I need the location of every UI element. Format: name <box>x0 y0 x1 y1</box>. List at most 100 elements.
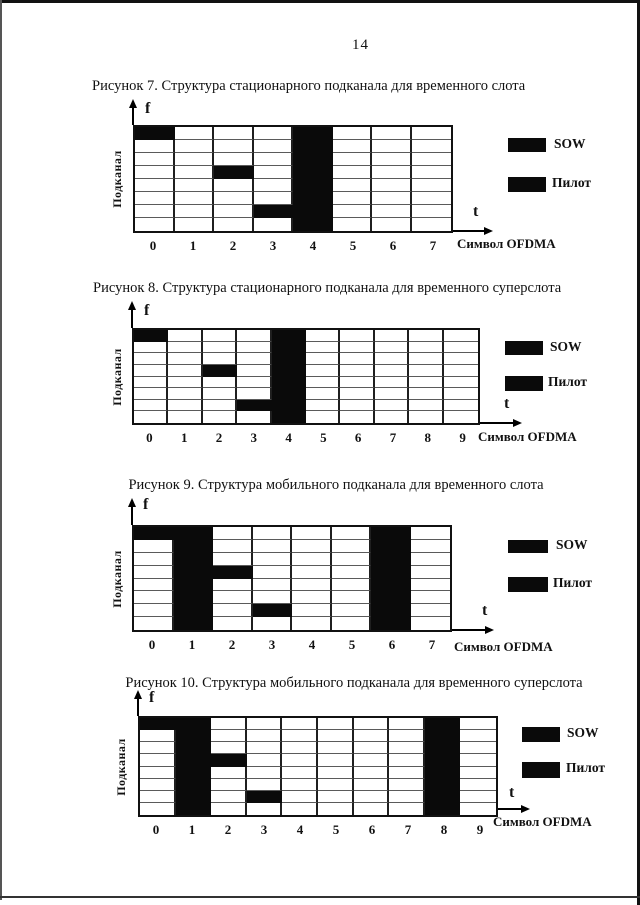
grid-cell <box>332 140 372 153</box>
grid-cell <box>293 140 333 153</box>
subchannel-grid <box>133 125 453 233</box>
x-axis-title: Символ OFDMA <box>454 639 553 654</box>
grid-cell <box>389 766 425 779</box>
grid-cell <box>252 565 292 579</box>
grid-cell <box>214 192 254 205</box>
grid-cell <box>340 376 375 389</box>
grid-cell <box>424 766 461 779</box>
grid-cell <box>389 778 425 791</box>
grid-cell <box>372 153 412 166</box>
grid-cell <box>331 527 371 540</box>
grid-cell <box>271 399 306 412</box>
grid-cell <box>411 192 451 205</box>
grid-cell <box>372 205 412 218</box>
grid-cell <box>175 790 212 803</box>
grid-cell <box>282 802 318 815</box>
grid-cell <box>389 742 425 755</box>
grid-cell <box>282 754 318 767</box>
t-axis-line <box>453 230 487 232</box>
t-axis-label: t <box>482 602 488 619</box>
grid-cell <box>237 341 272 354</box>
grid-cell <box>411 179 451 192</box>
grid-cell <box>374 341 410 354</box>
grid-cell <box>410 591 450 605</box>
grid-cell <box>293 166 333 179</box>
x-tick-label: 0 <box>148 637 156 652</box>
grid-cell <box>168 411 203 423</box>
grid-cell <box>292 604 332 618</box>
figure-caption: Рисунок 7. Структура стационарного подка… <box>92 78 526 94</box>
grid-cell <box>173 565 213 579</box>
grid-cell <box>411 127 451 140</box>
grid-cell <box>293 192 333 205</box>
grid-cell <box>173 578 213 592</box>
grid-cell <box>374 330 410 342</box>
grid-cell <box>292 565 332 579</box>
grid-cell <box>331 578 371 592</box>
f-axis-line <box>131 308 133 328</box>
grid-cell <box>135 153 175 166</box>
x-tick-label: 0 <box>152 822 160 837</box>
grid-cell <box>135 218 175 231</box>
grid-cell <box>282 742 318 755</box>
grid-cell <box>271 388 306 400</box>
x-tick-label: 1 <box>180 430 188 445</box>
t-axis-label: t <box>473 203 479 220</box>
x-tick-label: 6 <box>368 822 376 837</box>
grid-cell <box>246 778 283 791</box>
grid-cell <box>332 127 372 140</box>
grid-cell <box>292 617 332 630</box>
grid-cell <box>253 153 293 166</box>
grid-cell <box>134 617 174 630</box>
grid-cell <box>353 766 390 779</box>
x-tick-label: 3 <box>269 238 277 253</box>
x-tick-label: 5 <box>332 822 340 837</box>
grid-cell <box>409 399 444 412</box>
grid-cell <box>135 166 175 179</box>
grid-cell <box>271 330 306 342</box>
page-border-right <box>637 0 640 905</box>
legend-swatch-sow <box>522 727 560 742</box>
grid-cell <box>306 353 341 365</box>
page-border-top <box>0 0 640 3</box>
x-tick-label: 6 <box>354 430 362 445</box>
grid-cell <box>246 790 283 803</box>
t-axis-label: t <box>509 784 515 801</box>
grid-cell <box>202 353 238 365</box>
f-axis-label: f <box>149 689 155 706</box>
grid-cell <box>140 778 176 791</box>
subchannel-grid <box>132 525 452 632</box>
t-axis-arrow-icon <box>513 419 522 427</box>
grid-cell <box>306 341 341 354</box>
grid-cell <box>340 341 375 354</box>
grid-cell <box>168 341 203 354</box>
grid-cell <box>317 790 354 803</box>
grid-cell <box>410 553 450 566</box>
grid-cell <box>332 192 372 205</box>
grid-cell <box>371 552 411 566</box>
t-axis-arrow-icon <box>484 227 493 235</box>
x-tick-label: 3 <box>260 822 268 837</box>
grid-cell <box>253 127 293 140</box>
subchannel-grid <box>138 716 498 817</box>
t-axis-label: t <box>504 395 510 412</box>
grid-cell <box>317 754 354 767</box>
grid-cell <box>173 591 213 605</box>
grid-cell <box>410 579 450 592</box>
f-axis-arrow-icon <box>134 690 142 699</box>
grid-cell <box>168 388 203 400</box>
legend-swatch-pilot <box>505 376 543 391</box>
grid-cell <box>175 730 212 743</box>
grid-cell <box>252 539 292 553</box>
x-tick-label: 7 <box>404 822 412 837</box>
x-tick-row: 0 1 2 3 4 5 6 7 <box>133 238 453 254</box>
grid-cell <box>134 552 174 566</box>
grid-cell <box>410 604 450 618</box>
f-axis-label: f <box>143 496 149 513</box>
grid-cell <box>237 364 272 377</box>
grid-cell <box>211 754 247 767</box>
legend-label-sow: SOW <box>567 725 599 740</box>
grid-cell <box>214 205 254 218</box>
grid-cell <box>410 527 450 540</box>
grid-cell <box>175 742 212 755</box>
